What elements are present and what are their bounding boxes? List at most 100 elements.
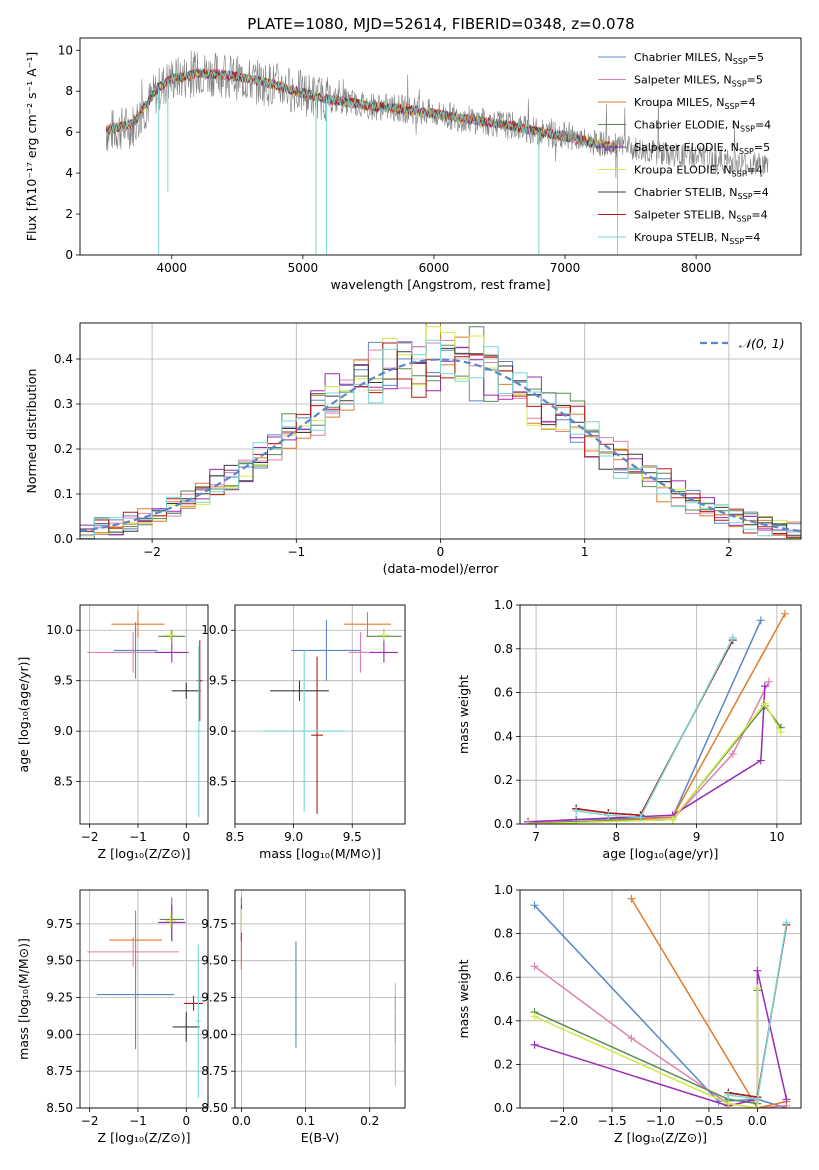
legend-label-kroupa-miles: Kroupa MILES, NSSP=4 (634, 96, 756, 111)
x-axis-label: age [log₁₀(age/yr)] (603, 846, 719, 861)
y-tick-label: 8 (65, 84, 73, 98)
legend-label-count: =4 (747, 164, 763, 177)
legend-label-chabrier-miles: Chabrier MILES, NSSP=5 (634, 51, 764, 66)
x-axis-label: Z [log₁₀(Z/Z⊙)] (98, 1130, 191, 1145)
y-tick-label: 0.2 (494, 773, 513, 787)
x-tick-label: −2 (143, 545, 161, 559)
legend-label-sub: SSP (738, 192, 753, 201)
y-tick-label: 9.5 (54, 674, 73, 688)
plot-area (530, 894, 791, 1108)
y-axis-label: mass weight (456, 959, 471, 1038)
x-tick-label: 0 (437, 545, 445, 559)
x-axis-label: Z [log₁₀(Z/Z⊙)] (614, 1130, 707, 1145)
y-tick-label: 9.00 (46, 1027, 73, 1041)
x-axis-label: (data-model)/error (383, 561, 500, 576)
y-tick-label: 8.5 (209, 775, 228, 789)
plot-area (87, 611, 203, 817)
y-tick-label: 0 (65, 248, 73, 262)
legend-label-sub: SSP (732, 80, 747, 89)
x-tick-label: 9.5 (343, 830, 362, 844)
y-tick-label: 0.0 (54, 532, 73, 546)
axes-frame (519, 604, 802, 825)
legend-label-name: Salpeter MILES, N (634, 74, 732, 87)
legend-label-sub: SSP (724, 102, 739, 111)
y-tick-label: 0.8 (494, 927, 513, 941)
legend-label-name: Chabrier MILES, N (634, 51, 733, 64)
x-tick-label: −1.5 (597, 1114, 626, 1128)
legend-label-salpeter-stelib: Salpeter STELIB, NSSP=4 (634, 209, 768, 224)
y-tick-label: 9.50 (46, 954, 73, 968)
y-tick-label: 0.4 (54, 352, 73, 366)
legend-label-name: Chabrier STELIB, N (634, 186, 738, 199)
legend-label-count: =4 (755, 119, 771, 132)
legend-label-sub: SSP (733, 57, 748, 66)
y-tick-label: 0.3 (54, 397, 73, 411)
residual-histogram-kroupa-elodie (80, 326, 801, 539)
y-axis-label: Flux [fλ10⁻¹⁷ erg cm⁻² s⁻¹ A⁻¹] (24, 52, 39, 241)
x-tick-label: 0.0 (232, 1114, 251, 1128)
plot-area (240, 897, 396, 1086)
y-tick-label: 9.5 (209, 674, 228, 688)
y-tick-label: 1.0 (494, 598, 513, 612)
x-tick-label: 0.0 (748, 1114, 767, 1128)
x-tick-label: −1 (287, 545, 305, 559)
axes-frame (79, 889, 209, 1109)
x-tick-label: 0 (182, 1114, 190, 1128)
y-tick-label: 9.00 (201, 1027, 228, 1041)
x-tick-label: −1.0 (646, 1114, 675, 1128)
y-axis-label: mass [log₁₀(M/M⊙)] (16, 938, 31, 1060)
y-tick-label: 8.50 (46, 1101, 73, 1115)
legend-label-chabrier-elodie: Chabrier ELODIE, NSSP=4 (634, 119, 771, 134)
y-tick-label: 10.0 (201, 623, 228, 637)
mass-weight-marker-kroupa-stelib (782, 918, 791, 927)
legend-label-chabrier-stelib: Chabrier STELIB, NSSP=4 (634, 186, 769, 201)
x-axis-label: mass [log₁₀(M/M⊙)] (259, 846, 381, 861)
y-tick-label: 0.2 (54, 442, 73, 456)
figure-title: PLATE=1080, MJD=52614, FIBERID=0348, z=0… (247, 15, 634, 33)
mass-weight-marker-salpeter-elodie (530, 1040, 539, 1049)
x-tick-label: 9 (693, 830, 701, 844)
mass-weight-marker-chabrier-miles (756, 616, 765, 625)
legend-label-count: =4 (739, 96, 755, 109)
y-tick-label: 2 (65, 207, 73, 221)
mass-weight-line-chabrier-elodie (527, 704, 782, 824)
mass-weight-marker-kroupa-elodie (524, 820, 533, 824)
y-tick-label: 8.75 (46, 1064, 73, 1078)
y-tick-label: 4 (65, 166, 73, 180)
plot-area (105, 50, 769, 255)
x-tick-label: 0 (182, 830, 190, 844)
plot-area (524, 609, 789, 824)
y-axis-label: Normed distribution (24, 369, 39, 494)
y-tick-label: 10 (58, 43, 73, 57)
x-tick-label: 5000 (288, 261, 319, 275)
x-tick-label: −2.0 (549, 1114, 578, 1128)
x-tick-label: −0.5 (694, 1114, 723, 1128)
axes-residual-distribution: −2 −1 0 1 2 0.0 0.1 0.2 0.3 0.4 (data-model)/error… (24, 322, 802, 576)
residual-histogram-kroupa-stelib (80, 339, 801, 537)
mass-weight-marker-salpeter-elodie (753, 966, 762, 975)
x-tick-label: 7000 (550, 261, 581, 275)
y-tick-label: 0.4 (494, 729, 513, 743)
mass-weight-marker-kroupa-stelib (636, 813, 645, 822)
y-axis-label: mass weight (456, 675, 471, 754)
legend-label-gaussian: 𝒩(0, 1) (739, 336, 785, 351)
x-tick-label: −1 (129, 830, 147, 844)
mass-weight-line-salpeter-elodie (527, 685, 766, 823)
y-tick-label: 1.0 (494, 883, 513, 897)
mass-weight-marker-kroupa-elodie (668, 815, 677, 824)
mass-weight-marker-kroupa-elodie (753, 984, 762, 993)
legend-label-name: Chabrier ELODIE, N (634, 119, 740, 132)
mass-weight-marker-kroupa-stelib (728, 633, 737, 642)
axes-frame (79, 604, 209, 825)
x-tick-label: 0.1 (296, 1114, 315, 1128)
axes-frame (79, 322, 802, 540)
model-spectrum-kroupa-stelib (105, 68, 618, 153)
x-tick-label: 8.5 (225, 830, 244, 844)
legend-label-sub: SSP (736, 215, 751, 224)
x-tick-label: 0.2 (360, 1114, 379, 1128)
axes-frame (234, 604, 406, 825)
y-tick-label: 6 (65, 125, 73, 139)
mass-weight-marker-salpeter-elodie (782, 1095, 791, 1104)
mass-weight-marker-kroupa-elodie (724, 1099, 733, 1108)
